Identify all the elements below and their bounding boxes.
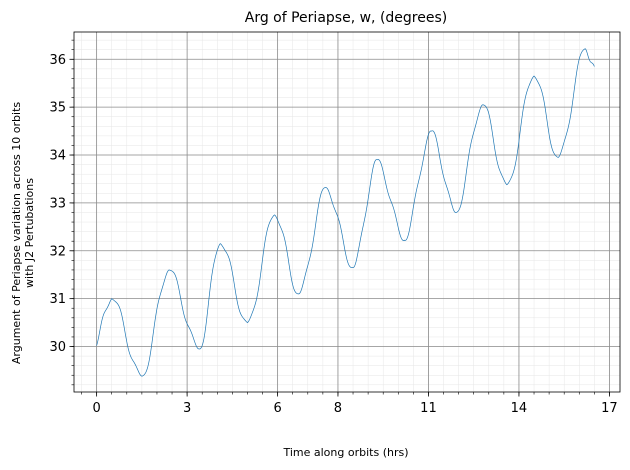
major-grid — [74, 32, 620, 392]
y-tick-label: 36 — [49, 53, 66, 68]
y-axis-label: Argument of Periapse variation across 10… — [10, 102, 36, 364]
chart-title: Arg of Periapse, w, (degrees) — [245, 10, 447, 26]
y-tick-label: 35 — [49, 101, 66, 116]
x-tick-label: 6 — [273, 401, 281, 416]
x-tick-label: 14 — [511, 401, 528, 416]
x-tick-label: 17 — [601, 401, 618, 416]
y-axis-label-line-1: Argument of Periapse variation across 10… — [10, 102, 23, 364]
x-tick-label: 11 — [420, 401, 437, 416]
x-axis-label: Time along orbits (hrs) — [282, 446, 408, 459]
x-tick-label: 0 — [92, 401, 100, 416]
y-tick-label: 31 — [49, 292, 66, 307]
plot-frame — [73, 31, 621, 393]
y-tick-label: 33 — [49, 196, 66, 211]
y-tick-label: 32 — [49, 244, 66, 259]
x-tick-label: 3 — [183, 401, 191, 416]
minor-grid — [74, 32, 620, 392]
y-axis-label-line-2: with J2 Pertubations — [23, 178, 36, 288]
y-tick-label: 34 — [49, 149, 66, 164]
series-line — [96, 48, 595, 377]
x-tick-label: 8 — [334, 401, 342, 416]
y-tick-label: 30 — [49, 340, 66, 355]
